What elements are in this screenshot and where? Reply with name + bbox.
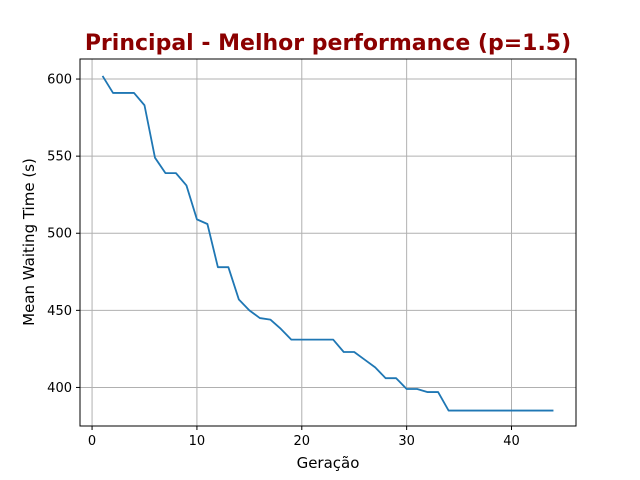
- plot-area-frame: [79, 58, 577, 427]
- y-tick-label: 450: [47, 304, 72, 319]
- axis-ticks: 0 10 20 30 40 400 450 500 550 600: [47, 73, 520, 449]
- series-line: [101, 75, 554, 412]
- chart-title: Principal - Melhor performance (p=1.5): [85, 31, 571, 56]
- y-tick-label: 600: [47, 73, 72, 88]
- x-axis-label: Geração: [297, 454, 360, 472]
- y-tick-label: 500: [47, 227, 72, 242]
- y-axis-label: Mean Waiting Time (s): [20, 158, 38, 326]
- series-lines: [101, 75, 554, 412]
- y-tick-label: 550: [47, 150, 72, 165]
- grid-lines: [80, 59, 576, 426]
- x-tick-label: 10: [189, 434, 206, 449]
- x-tick-label: 30: [398, 434, 415, 449]
- x-tick-label: 0: [88, 434, 96, 449]
- x-tick-label: 20: [294, 434, 311, 449]
- x-tick-label: 40: [503, 434, 520, 449]
- y-tick-label: 400: [47, 381, 72, 396]
